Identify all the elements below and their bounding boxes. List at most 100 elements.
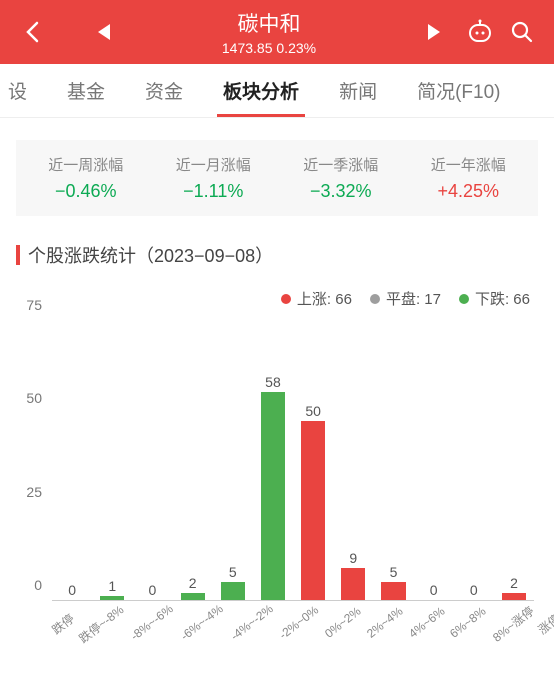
bar-value-label: 58 (265, 374, 281, 390)
x-label: -4%~-2% (228, 601, 278, 661)
back-button[interactable] (16, 21, 48, 43)
triangle-left-icon (96, 23, 112, 41)
bar (181, 593, 205, 600)
bar-value-label: 0 (470, 582, 478, 598)
bar-column: 2 (494, 331, 534, 600)
bar (221, 582, 245, 600)
bar-column: 0 (454, 331, 494, 600)
performance-panel: 近一周涨幅 −0.46%近一月涨幅 −1.11% 近一季涨幅 −3.32%近一年涨幅 +4… (16, 140, 538, 216)
perf-label: 近一月涨幅 (150, 154, 278, 175)
bar (381, 582, 405, 600)
triangle-right-icon (426, 23, 442, 41)
x-axis-labels: 跌停跌停~-8%-8%~-6%-6%~-4%-4%~-2%-2%~0%0%~2%… (52, 601, 534, 661)
bar-column: 0 (52, 331, 92, 600)
perf-value: −0.46% (22, 181, 150, 202)
x-label: 8%~涨停 (490, 601, 538, 661)
bar-column: 58 (253, 331, 293, 600)
bar-value-label: 0 (68, 582, 76, 598)
header-center: 碳中和 1473.85 0.23% (120, 8, 418, 56)
section-title: 个股涨跌统计（2023−09−08） (16, 242, 538, 268)
prev-button[interactable] (88, 23, 120, 41)
bar-value-label: 2 (189, 575, 197, 591)
legend-dot-icon (281, 294, 291, 304)
bar-value-label: 0 (430, 582, 438, 598)
bar-column: 50 (293, 331, 333, 600)
x-label: -6%~-4% (178, 601, 228, 661)
tab-news[interactable]: 新闻 (319, 64, 397, 117)
perf-value: +4.25% (405, 181, 533, 202)
x-label: 4%~6% (407, 601, 449, 661)
y-tick: 0 (34, 577, 42, 593)
x-label: 涨停 (538, 601, 554, 661)
legend-dot-icon (459, 294, 469, 304)
x-label: -2%~0% (277, 601, 323, 661)
bar (301, 421, 325, 600)
perf-value: −3.32% (277, 181, 405, 202)
legend-label: 下跌: 66 (475, 288, 530, 309)
robot-button[interactable] (464, 19, 496, 45)
legend-label: 平盘: 17 (386, 288, 441, 309)
perf-cell: 近一季涨幅 −3.32% (277, 154, 405, 202)
header-bar: 碳中和 1473.85 0.23% (0, 0, 554, 64)
bar (261, 392, 285, 600)
chart-legend: 上涨: 66 平盘: 17 下跌: 66 (24, 288, 530, 309)
perf-cell: 近一月涨幅 −1.11% (150, 154, 278, 202)
legend-item: 下跌: 66 (459, 288, 530, 309)
bar-chart: 0255075 01025585095002 跌停跌停~-8%-8%~-6%-6… (12, 321, 534, 661)
back-icon (25, 21, 39, 43)
bar-column: 1 (92, 331, 132, 600)
x-label: -8%~-6% (128, 601, 178, 661)
bar-value-label: 9 (349, 550, 357, 566)
bar-column: 5 (373, 331, 413, 600)
bar-value-label: 2 (510, 575, 518, 591)
y-tick: 75 (26, 297, 42, 313)
x-label: 2%~4% (365, 601, 407, 661)
tab-profile[interactable]: 简况(F10) (397, 64, 520, 117)
tab-bar: 设 基金 资金 板块分析 新闻 简况(F10) (0, 64, 554, 118)
bar (502, 593, 526, 600)
perf-cell: 近一周涨幅 −0.46% (22, 154, 150, 202)
bar (100, 596, 124, 600)
bars-container: 01025585095002 (52, 331, 534, 600)
bar-value-label: 50 (305, 403, 321, 419)
legend-item: 平盘: 17 (370, 288, 441, 309)
tab-capital[interactable]: 资金 (125, 64, 203, 117)
bar-value-label: 5 (390, 564, 398, 580)
tab-cut[interactable]: 设 (0, 64, 47, 117)
stock-subtitle: 1473.85 0.23% (120, 40, 418, 56)
tab-fund[interactable]: 基金 (47, 64, 125, 117)
y-tick: 50 (26, 390, 42, 406)
bar-column: 2 (173, 331, 213, 600)
stock-title: 碳中和 (120, 8, 418, 38)
next-button[interactable] (418, 23, 450, 41)
x-label: 6%~8% (448, 601, 490, 661)
legend-label: 上涨: 66 (297, 288, 352, 309)
bar-column: 0 (414, 331, 454, 600)
robot-icon (467, 19, 493, 45)
bar-column: 0 (132, 331, 172, 600)
perf-value: −1.11% (150, 181, 278, 202)
legend-item: 上涨: 66 (281, 288, 352, 309)
perf-label: 近一年涨幅 (405, 154, 533, 175)
bar (341, 568, 365, 600)
bar-value-label: 5 (229, 564, 237, 580)
bar-value-label: 0 (149, 582, 157, 598)
plot-area: 01025585095002 (52, 331, 534, 601)
tab-sector-analysis[interactable]: 板块分析 (203, 64, 319, 117)
y-tick: 25 (26, 484, 42, 500)
perf-label: 近一周涨幅 (22, 154, 150, 175)
search-button[interactable] (506, 20, 538, 44)
x-label: 跌停~-8% (76, 601, 128, 661)
bar-value-label: 1 (108, 578, 116, 594)
stock-change: 0.23% (276, 40, 316, 56)
x-label: 0%~2% (323, 601, 365, 661)
perf-label: 近一季涨幅 (277, 154, 405, 175)
perf-cell: 近一年涨幅 +4.25% (405, 154, 533, 202)
x-label: 跌停 (52, 601, 76, 661)
bar-column: 9 (333, 331, 373, 600)
y-axis: 0255075 (12, 321, 48, 601)
stock-price: 1473.85 (222, 40, 273, 56)
search-icon (510, 20, 534, 44)
section-title-text: 个股涨跌统计（2023−09−08） (28, 242, 273, 268)
bar-column: 5 (213, 331, 253, 600)
